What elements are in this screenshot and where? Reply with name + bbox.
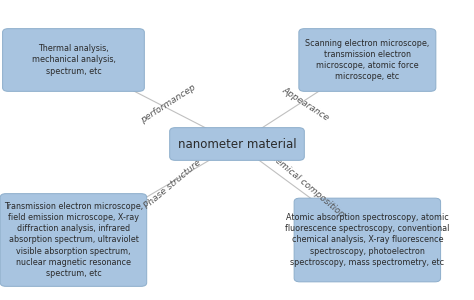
Text: Atomic absorption spectroscopy, atomic
fluorescence spectroscopy, conventional
c: Atomic absorption spectroscopy, atomic f…: [285, 213, 449, 267]
Text: Appearance: Appearance: [281, 85, 331, 122]
FancyBboxPatch shape: [0, 194, 147, 286]
FancyBboxPatch shape: [2, 29, 145, 91]
Text: chemical composition: chemical composition: [265, 149, 346, 220]
Text: nanometer material: nanometer material: [178, 137, 296, 151]
Text: Phase structure: Phase structure: [143, 158, 203, 211]
Text: Thermal analysis,
mechanical analysis,
spectrum, etc: Thermal analysis, mechanical analysis, s…: [32, 44, 115, 76]
Text: performancep: performancep: [139, 82, 197, 124]
FancyBboxPatch shape: [170, 128, 304, 160]
Text: Scanning electron microscope,
transmission electron
microscope, atomic force
mic: Scanning electron microscope, transmissi…: [305, 39, 429, 81]
FancyBboxPatch shape: [299, 29, 436, 91]
FancyBboxPatch shape: [294, 198, 440, 282]
Text: Transmission electron microscope,
field emission microscope, X-ray
diffraction a: Transmission electron microscope, field …: [4, 202, 143, 278]
